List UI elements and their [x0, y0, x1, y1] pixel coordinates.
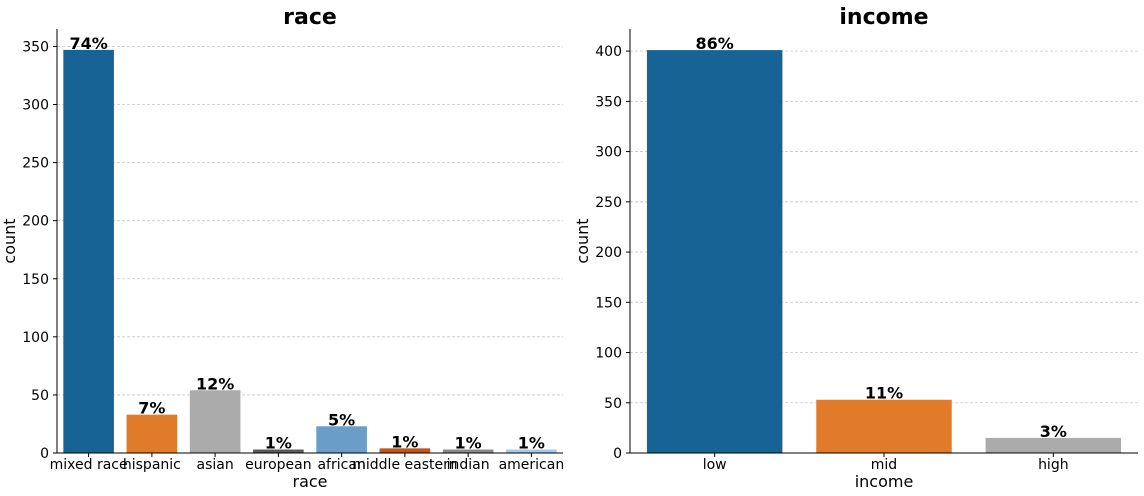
bar-asian — [189, 390, 241, 453]
y-tick-label: 300 — [22, 98, 49, 114]
y-tick-label: 100 — [22, 330, 49, 346]
chart-panel-race: 0 50 100 150 200 250 300 350 74% mixed race 7% hisp… — [0, 5, 564, 491]
y-tick-label: 200 — [595, 245, 622, 261]
bar-hispanic — [126, 414, 178, 453]
y-axis-label: count — [0, 218, 19, 263]
x-tick-label: asian — [197, 457, 234, 473]
y-tick-label: 150 — [595, 295, 622, 311]
x-tick-label: african — [317, 457, 365, 473]
x-tick-label: middle eastern — [352, 457, 457, 473]
bar-american — [506, 449, 557, 453]
y-tick-label: 50 — [604, 396, 622, 412]
data-label: 86% — [696, 34, 734, 53]
x-tick-label: american — [499, 457, 565, 473]
x-tick-label: hispanic — [123, 457, 181, 473]
chart-panel-income: 0 50 100 150 200 250 300 350 400 86% low 11% mid 3% hi… — [573, 5, 1138, 491]
bar-mixed-race — [63, 49, 114, 454]
bar-mid — [816, 399, 952, 453]
chart-title: income — [839, 5, 928, 30]
x-tick-label: european — [245, 457, 311, 473]
y-tick-label: 200 — [22, 214, 49, 230]
y-tick-label: 250 — [595, 195, 622, 211]
data-label: 1% — [265, 434, 292, 453]
data-label: 5% — [328, 410, 355, 429]
data-label: 1% — [391, 432, 418, 451]
x-axis-label: income — [855, 472, 914, 491]
bar-low — [646, 50, 783, 454]
data-label: 3% — [1040, 422, 1067, 441]
y-tick-label: 100 — [595, 346, 622, 362]
data-label: 74% — [69, 34, 107, 53]
data-label: 1% — [518, 434, 545, 453]
x-tick-label: high — [1038, 457, 1069, 473]
x-tick-label: mid — [871, 457, 897, 473]
bar-european — [253, 449, 304, 453]
data-label: 12% — [196, 374, 234, 393]
bar-indian — [442, 449, 494, 453]
bar-african — [316, 426, 367, 453]
y-tick-label: 150 — [22, 272, 49, 288]
data-label: 1% — [455, 434, 482, 453]
y-tick-label: 0 — [613, 446, 622, 462]
bar-high — [985, 437, 1122, 453]
x-axis-label: race — [292, 472, 327, 491]
y-tick-label: 0 — [40, 446, 49, 462]
y-tick-label: 350 — [595, 94, 622, 110]
bar-middle-eastern — [379, 448, 431, 453]
y-tick-label: 50 — [31, 388, 49, 404]
y-tick-label: 350 — [22, 39, 49, 55]
y-tick-label: 250 — [22, 156, 49, 172]
data-label: 11% — [865, 384, 903, 403]
y-tick-label: 400 — [595, 44, 622, 60]
chart-title: race — [283, 5, 337, 30]
x-tick-label: mixed race — [50, 457, 128, 473]
x-tick-label: low — [703, 457, 727, 473]
x-tick-label: indian — [447, 457, 490, 473]
y-axis-label: count — [573, 218, 592, 263]
y-tick-label: 300 — [595, 145, 622, 161]
data-label: 7% — [138, 399, 165, 418]
